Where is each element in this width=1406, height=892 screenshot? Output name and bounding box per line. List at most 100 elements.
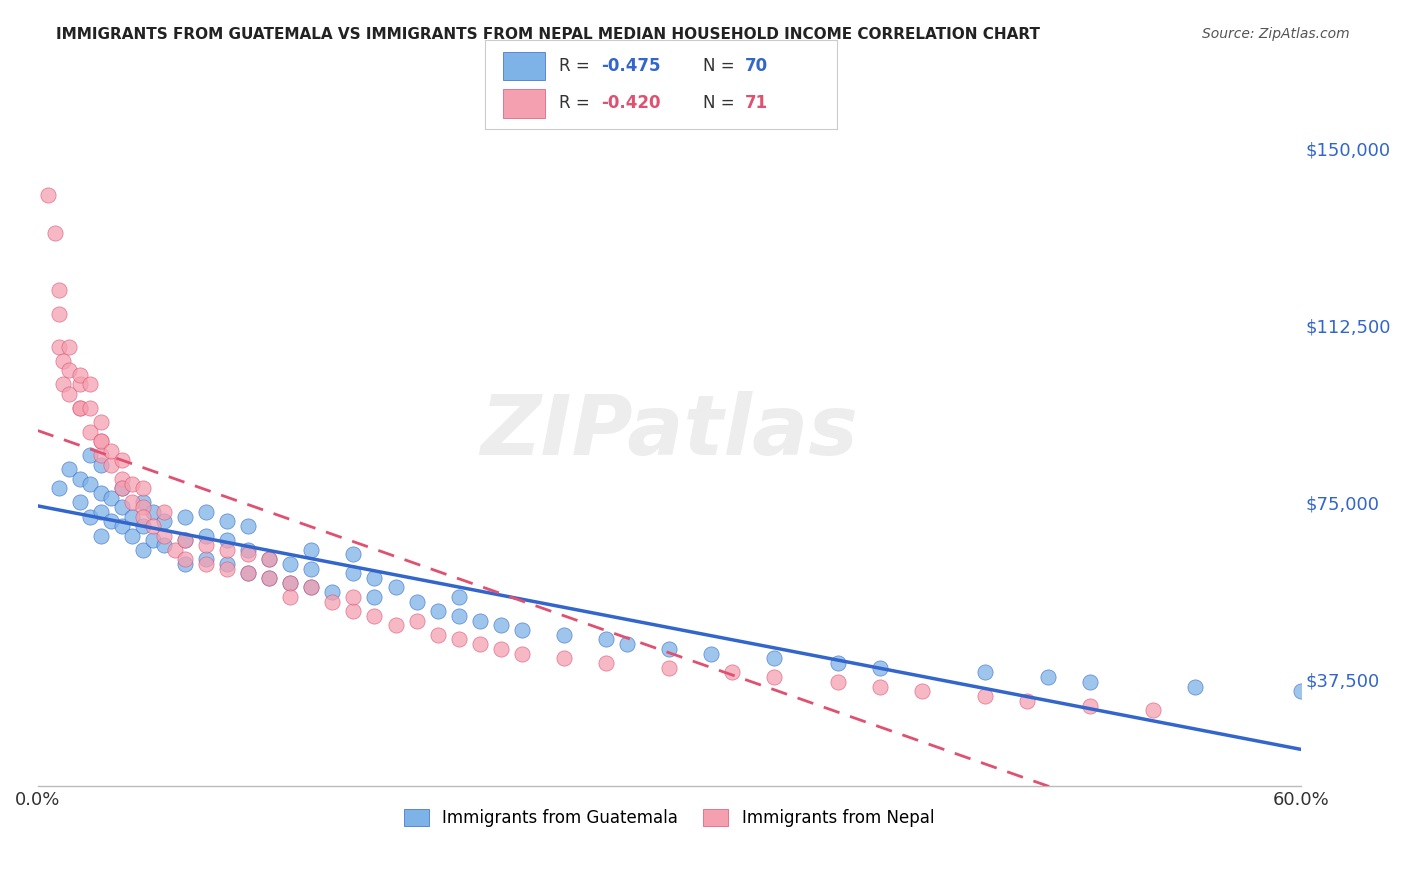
Point xyxy=(174,557,197,571)
Text: R =: R = xyxy=(560,95,595,112)
Point xyxy=(195,505,218,519)
Point xyxy=(69,401,91,415)
Point xyxy=(48,283,70,297)
Point xyxy=(132,500,155,515)
Bar xyxy=(503,89,544,118)
Point xyxy=(869,661,891,675)
Point xyxy=(132,495,155,509)
Point xyxy=(973,689,995,703)
Point xyxy=(468,614,491,628)
Point xyxy=(48,481,70,495)
Point xyxy=(52,353,75,368)
Text: Source: ZipAtlas.com: Source: ZipAtlas.com xyxy=(1202,27,1350,41)
Point xyxy=(447,590,470,604)
Point xyxy=(111,519,134,533)
Point xyxy=(153,514,176,528)
Point xyxy=(111,453,134,467)
Point xyxy=(405,594,427,608)
Point xyxy=(153,538,176,552)
Point xyxy=(90,458,112,472)
Text: 71: 71 xyxy=(745,95,768,112)
Point xyxy=(142,505,165,519)
Point xyxy=(658,661,681,675)
Point xyxy=(174,509,197,524)
Point xyxy=(827,674,849,689)
Point xyxy=(827,656,849,670)
Point xyxy=(37,188,59,202)
Point xyxy=(121,509,143,524)
Point xyxy=(90,505,112,519)
Point xyxy=(217,514,239,528)
Point xyxy=(553,628,575,642)
Point xyxy=(299,581,322,595)
Point xyxy=(90,434,112,448)
Point xyxy=(1078,698,1101,713)
Point xyxy=(132,519,155,533)
Point xyxy=(90,415,112,429)
Point xyxy=(132,481,155,495)
Point xyxy=(238,519,260,533)
Text: N =: N = xyxy=(703,95,740,112)
Point xyxy=(342,566,364,581)
Point xyxy=(1078,674,1101,689)
Text: ZIPatlas: ZIPatlas xyxy=(481,391,858,472)
Point xyxy=(69,377,91,392)
Point xyxy=(163,542,186,557)
Point xyxy=(321,585,343,599)
Point xyxy=(299,542,322,557)
Point xyxy=(595,632,617,647)
Point xyxy=(174,533,197,548)
Point xyxy=(973,665,995,680)
Point xyxy=(132,509,155,524)
Point xyxy=(195,557,218,571)
Point xyxy=(111,481,134,495)
Point xyxy=(79,401,101,415)
Point xyxy=(58,462,80,476)
Point xyxy=(257,552,280,566)
Point xyxy=(79,448,101,462)
Point xyxy=(1015,694,1038,708)
Point xyxy=(763,670,786,684)
Point xyxy=(90,448,112,462)
Point xyxy=(616,637,638,651)
Point xyxy=(869,680,891,694)
Point xyxy=(217,561,239,575)
Point xyxy=(69,368,91,382)
Point xyxy=(121,495,143,509)
Point xyxy=(1289,684,1312,698)
Point xyxy=(721,665,744,680)
Point xyxy=(447,608,470,623)
Point xyxy=(100,514,122,528)
Text: N =: N = xyxy=(703,57,740,75)
Point xyxy=(69,401,91,415)
Point xyxy=(48,340,70,354)
Bar xyxy=(503,52,544,80)
Point xyxy=(1184,680,1206,694)
Point xyxy=(111,481,134,495)
Point xyxy=(48,307,70,321)
Point xyxy=(384,618,406,632)
Point xyxy=(1142,703,1164,717)
Point xyxy=(90,486,112,500)
Point xyxy=(79,509,101,524)
Point xyxy=(299,581,322,595)
Point xyxy=(426,628,449,642)
Point xyxy=(363,571,385,585)
Point xyxy=(153,505,176,519)
Point xyxy=(405,614,427,628)
Point xyxy=(121,476,143,491)
Point xyxy=(321,594,343,608)
Point xyxy=(299,561,322,575)
Point xyxy=(79,377,101,392)
Text: -0.475: -0.475 xyxy=(602,57,661,75)
Point xyxy=(58,340,80,354)
Point xyxy=(447,632,470,647)
Point xyxy=(217,542,239,557)
Point xyxy=(278,590,301,604)
Point xyxy=(58,387,80,401)
Point xyxy=(217,557,239,571)
Point xyxy=(489,641,512,656)
Point xyxy=(142,533,165,548)
Point xyxy=(595,656,617,670)
Point xyxy=(363,608,385,623)
